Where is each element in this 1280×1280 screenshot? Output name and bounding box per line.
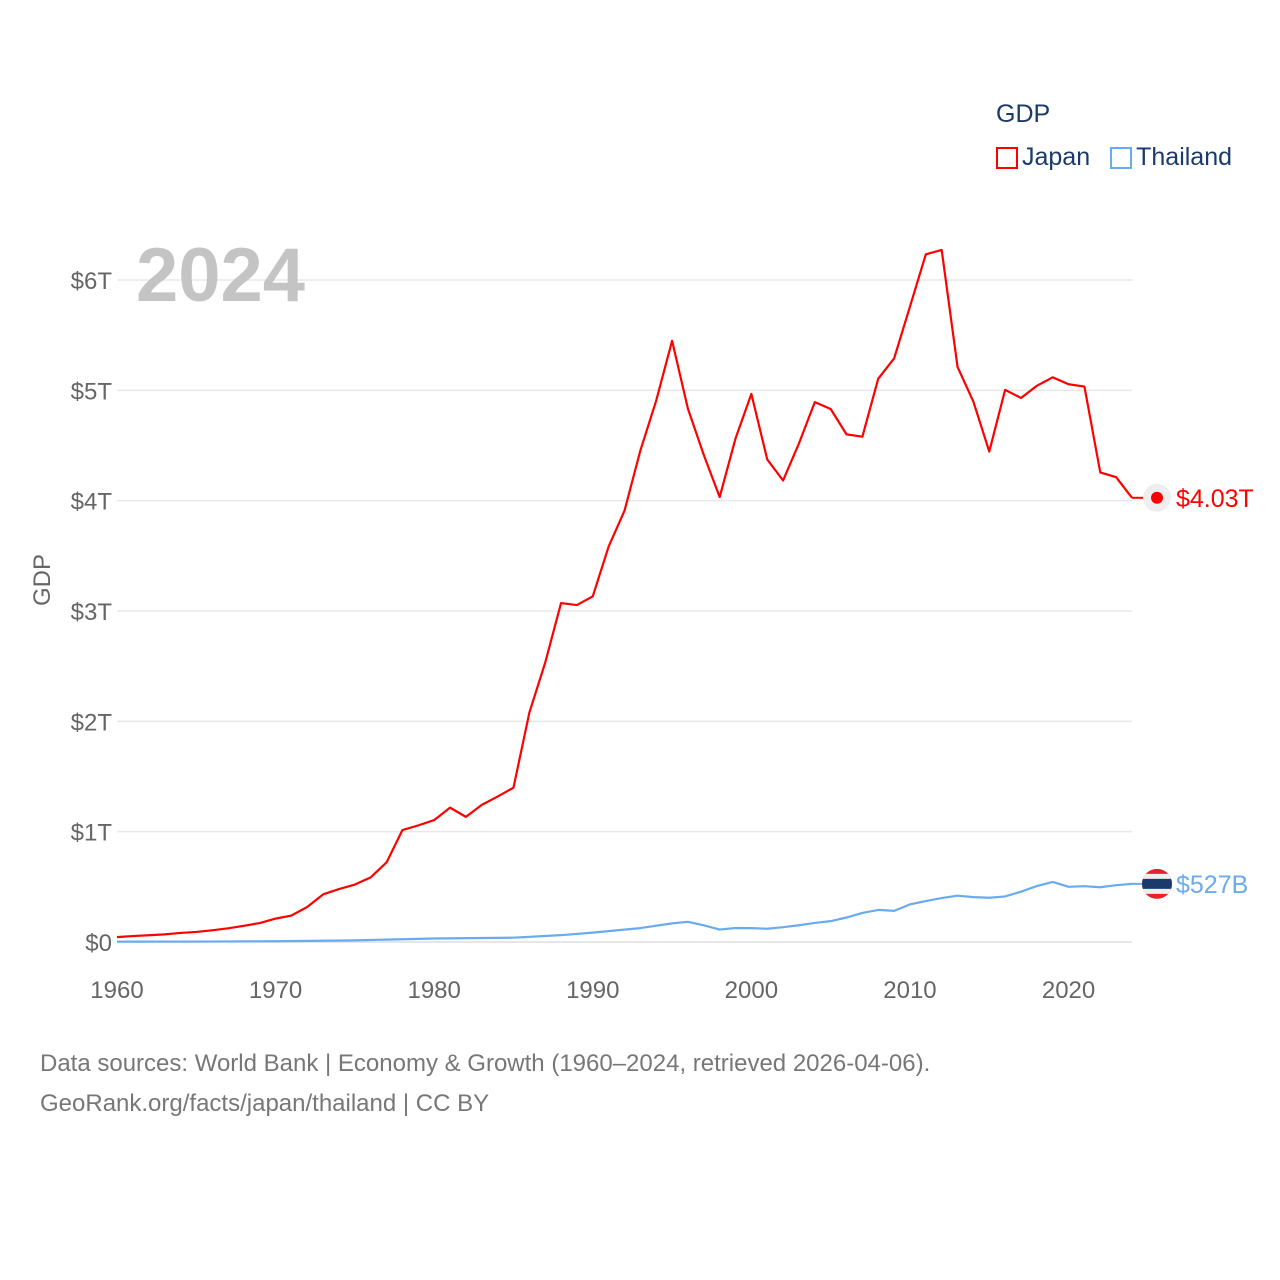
- y-axis-label: GDP: [29, 554, 56, 606]
- x-tick-label: 2010: [883, 977, 936, 1004]
- y-tick-label: $0: [85, 930, 112, 957]
- japan-swatch: [996, 146, 1018, 169]
- legend-title: GDP: [996, 100, 1051, 128]
- x-tick-label: 1970: [249, 977, 302, 1004]
- japan-series-line: [116, 248, 1133, 939]
- data-sources-text: Data sources: World Bank | Economy & Gro…: [40, 1050, 931, 1077]
- japan-flag-icon: [1143, 483, 1171, 512]
- thailand-end-value-label: $527B: [1176, 871, 1248, 899]
- y-tick-label: $3T: [71, 599, 113, 626]
- x-tick-label: 1960: [90, 977, 143, 1004]
- y-tick-label: $2T: [71, 709, 113, 736]
- thailand-swatch: [1110, 146, 1133, 169]
- legend-label: Japan: [1022, 143, 1091, 171]
- y-tick-label: $1T: [71, 820, 113, 847]
- x-tick-label: 1980: [407, 977, 460, 1004]
- year-label: 2024: [136, 233, 306, 318]
- footer: Data sources: World Bank | Economy & Gro…: [40, 1044, 930, 1124]
- x-tick-label: 2000: [725, 977, 778, 1004]
- thailand-flag-icon: [1142, 868, 1172, 899]
- legend: Japan Thailand: [996, 143, 1232, 172]
- x-tick-label: 1990: [566, 977, 619, 1004]
- y-tick-label: $5T: [71, 378, 113, 405]
- y-tick-label: $6T: [71, 268, 113, 295]
- attribution-link[interactable]: GeoRank.org/facts/japan/thailand | CC BY: [40, 1090, 490, 1117]
- legend-label: Thailand: [1136, 143, 1233, 171]
- thailand-series-line: [116, 880, 1133, 943]
- japan-end-value-label: $4.03T: [1176, 485, 1254, 513]
- legend-item-japan[interactable]: Japan: [996, 143, 1090, 172]
- x-tick-label: 2020: [1042, 977, 1095, 1004]
- y-tick-label: $4T: [71, 489, 113, 516]
- legend-item-thailand[interactable]: Thailand: [1110, 143, 1232, 172]
